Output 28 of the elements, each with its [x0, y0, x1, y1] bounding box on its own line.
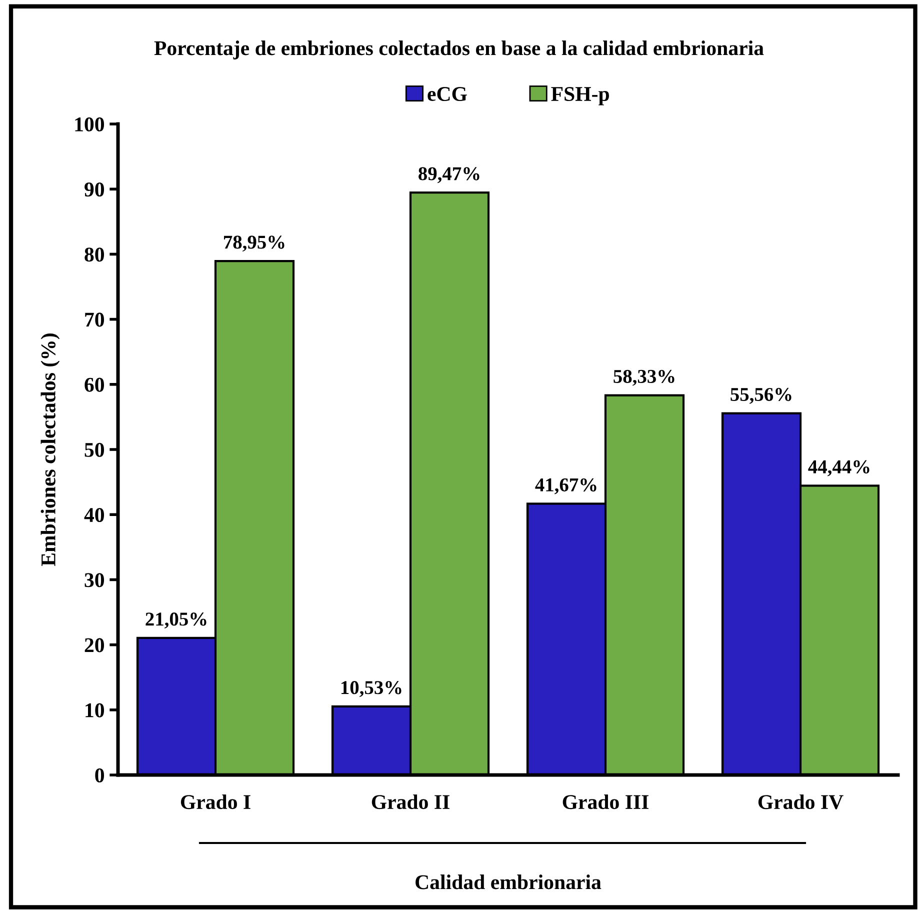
y-tick-label: 100	[75, 117, 104, 132]
y-tick-label: 90	[84, 182, 104, 197]
x-tick-label: Grado IV	[758, 794, 844, 810]
x-tick-label: Grado II	[372, 794, 450, 810]
data-label: 78,95%	[224, 236, 284, 252]
chart-title: Porcentaje de embriones colectados en base a la calidad embrionaria	[154, 40, 764, 60]
y-tick-label: 30	[84, 573, 104, 588]
x-tick-label: Grado I	[180, 794, 250, 810]
x-axis-title: Calidad embrionaria	[416, 874, 602, 890]
data-label: 55,56%	[730, 388, 792, 404]
y-tick-label: 70	[85, 312, 104, 327]
data-label: 10,53%	[341, 681, 402, 697]
x-tick-label: Grado III	[562, 794, 648, 810]
y-tick-label: 0	[95, 768, 104, 782]
y-axis-title: Embriones colectados (%)	[40, 334, 60, 566]
y-tick-label: 50	[84, 442, 104, 457]
y-tick-label: 10	[86, 703, 104, 718]
y-tick-label: 40	[84, 508, 104, 522]
data-label: 89,47%	[418, 167, 480, 184]
legend-label: FSH-p	[551, 87, 610, 106]
y-tick-label: 80	[84, 248, 104, 262]
data-label: 44,44%	[808, 460, 870, 476]
data-label: 58,33%	[614, 370, 674, 386]
data-label: 21,05%	[146, 612, 206, 628]
data-label: 41,67%	[535, 478, 596, 494]
y-tick-label: 60	[84, 378, 104, 392]
y-tick-label: 20	[84, 638, 104, 652]
legend-label: eCG	[428, 87, 467, 102]
